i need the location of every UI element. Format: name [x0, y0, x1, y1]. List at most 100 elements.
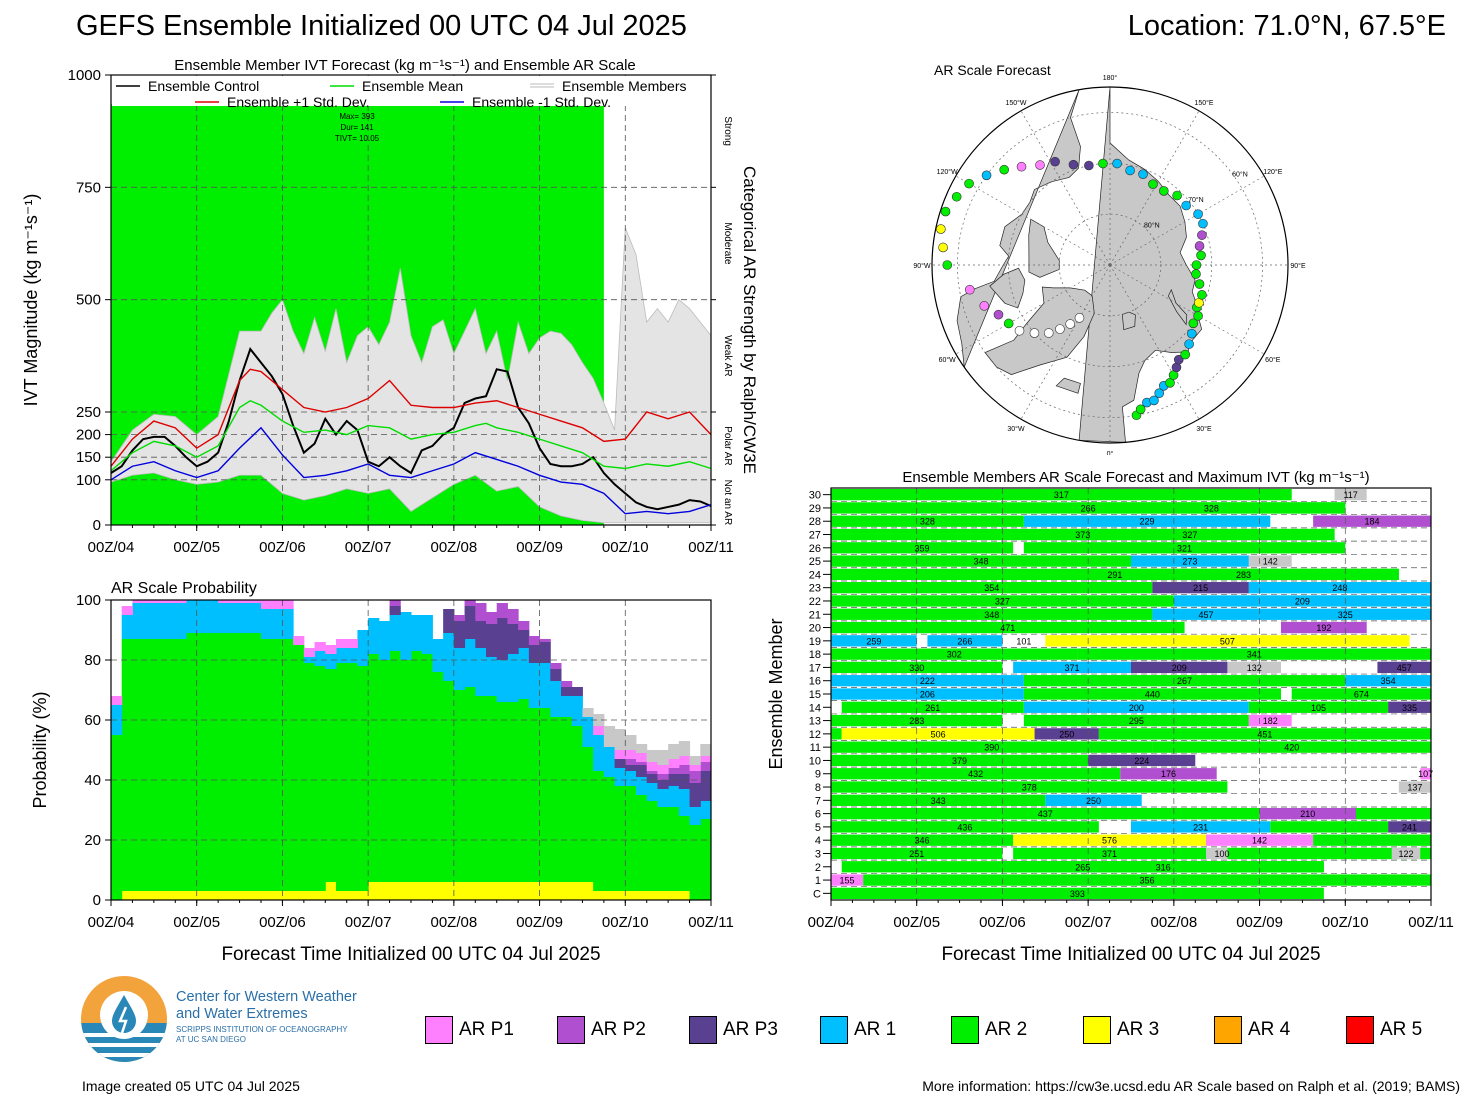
member-max-ivt: 440	[1145, 690, 1160, 700]
prob-bar-ar-p1	[593, 726, 605, 735]
category-label: Strong	[722, 116, 733, 145]
prob-bar-ar-p3	[528, 645, 541, 663]
prob-bar-ar-p1	[143, 600, 155, 603]
members-x-label: Forecast Time Initialized 00 UTC 04 Jul …	[941, 944, 1320, 965]
prob-bar-ar-2	[625, 786, 637, 891]
x-tick-label: 00Z/10	[602, 539, 649, 556]
logo-line-1: Center for Western Weather	[176, 989, 357, 1005]
member-label: 28	[809, 516, 821, 528]
member-segment	[831, 661, 1003, 674]
legend-entry-label: Ensemble Mean	[362, 78, 463, 94]
prob-bar-ar-p2	[678, 765, 691, 774]
y-tick-label: 40	[84, 772, 101, 789]
prob-bar-ar-3	[261, 891, 273, 900]
x-tick-label: 00Z/07	[1065, 914, 1112, 931]
member-max-ivt: 341	[1247, 650, 1262, 660]
prob-bar-ar-1	[539, 663, 551, 708]
prob-bar-ar-p3	[550, 669, 562, 681]
map-lon-label: 30°E	[1196, 425, 1212, 433]
prob-bar-ar-2	[646, 801, 658, 891]
prob-bar-ar-1	[432, 639, 444, 672]
prob-bar-ar-p1	[325, 645, 337, 654]
map-lon-label: 150°E	[1194, 99, 1213, 107]
prob-bar-ar-p1	[132, 600, 144, 603]
prob-bar-ar-p3	[700, 771, 712, 801]
y-tick-label: 1000	[68, 67, 101, 84]
prob-bar-ar-p1	[657, 765, 669, 774]
prob-bar-ar-2	[421, 654, 433, 882]
x-tick-label: 00Z/09	[516, 539, 563, 556]
prob-bar-ar-3	[314, 891, 326, 900]
prob-bar-ar-3	[539, 882, 551, 900]
map-ar-point	[1074, 313, 1085, 323]
member-label: 26	[809, 543, 821, 555]
prob-bar-ar-3	[282, 891, 294, 900]
member-segment	[1259, 807, 1356, 820]
member-segment	[1377, 661, 1431, 674]
member-max-ivt: 371	[1065, 663, 1080, 673]
map-lon-label: 60°E	[1265, 356, 1281, 364]
member-segment	[1313, 834, 1431, 846]
prob-bar-ar-2	[293, 645, 305, 891]
member-max-ivt: 250	[1059, 729, 1074, 739]
member-label: 4	[815, 835, 821, 847]
member-max-ivt: 184	[1365, 517, 1380, 527]
member-segment	[1248, 701, 1389, 713]
member-segment	[1248, 714, 1292, 727]
prob-bar-ar-p3	[625, 765, 637, 771]
map-ar-point	[936, 224, 946, 234]
prob-bar-ar-2	[475, 696, 487, 882]
prob-bar-ar-1	[239, 603, 251, 633]
prob-bar-ar-p3	[464, 606, 476, 639]
prob-bar-ar-2	[153, 639, 166, 891]
map-lon-label: 150°W	[1005, 99, 1026, 107]
prob-bar-ar-3	[411, 882, 423, 900]
prob-bar-ar-2	[678, 816, 691, 891]
x-tick-label: 00Z/10	[1322, 914, 1369, 931]
member-label: 21	[809, 609, 821, 621]
member-segment	[863, 874, 1431, 886]
prob-bar-ar-2	[218, 633, 230, 891]
y-tick-label: 200	[76, 427, 101, 444]
prob-bar-ar-3	[218, 891, 230, 900]
prob-bar-ar-1	[603, 747, 616, 777]
member-max-ivt: 122	[1398, 849, 1413, 859]
member-max-ivt: 291	[1107, 570, 1122, 580]
member-label: 22	[809, 596, 821, 608]
legend-label: AR 2	[985, 1019, 1028, 1040]
map-ar-point	[1196, 250, 1206, 261]
prob-bar-ar-3	[121, 891, 133, 900]
x-tick-label: 00Z/06	[979, 914, 1026, 931]
x-tick-label: 00Z/10	[602, 914, 649, 931]
prob-bar-ar-p1	[314, 642, 326, 651]
y-tick-label: 0	[93, 517, 101, 534]
legend-entry-label: Ensemble +1 Std. Dev.	[227, 94, 370, 110]
map-ar-point	[1194, 279, 1205, 289]
prob-bar-ar-3	[550, 882, 562, 900]
prob-bar-ar-p2	[475, 603, 487, 621]
x-tick-label: 00Z/05	[173, 914, 220, 931]
prob-bar-ar-2	[261, 639, 273, 891]
map-ar-point	[1197, 290, 1207, 300]
prob-bar-ar-3	[593, 891, 605, 900]
probability-chart-title: AR Scale Probability	[111, 580, 257, 597]
member-max-ivt: 507	[1220, 636, 1235, 646]
prob-bar-ar-2	[389, 651, 401, 882]
probability-chart: AR Scale Probability 0 20 40 60 80 100 00Z/04 00…	[30, 580, 734, 965]
map-ar-point	[1035, 160, 1045, 170]
prob-bar-ar-3	[164, 891, 176, 900]
prob-bar-ar-p3	[486, 624, 498, 657]
member-segment	[1388, 701, 1431, 713]
member-label: 19	[809, 636, 821, 648]
prob-bar-ar-p3	[518, 630, 530, 648]
legend-label: AR 5	[1380, 1019, 1423, 1040]
member-max-ivt: 348	[973, 557, 988, 567]
map-lat-label: 60°N	[1232, 171, 1248, 179]
prob-bar-ar-1	[486, 657, 498, 696]
prob-bar-ar-p2	[646, 771, 658, 774]
prob-bar-ar-1	[132, 603, 144, 639]
prob-bar-ar-p3	[453, 621, 466, 648]
prob-bar-missing	[668, 744, 680, 759]
prob-bar-ar-p3	[571, 687, 583, 696]
prob-bar-ar-3	[518, 882, 530, 900]
